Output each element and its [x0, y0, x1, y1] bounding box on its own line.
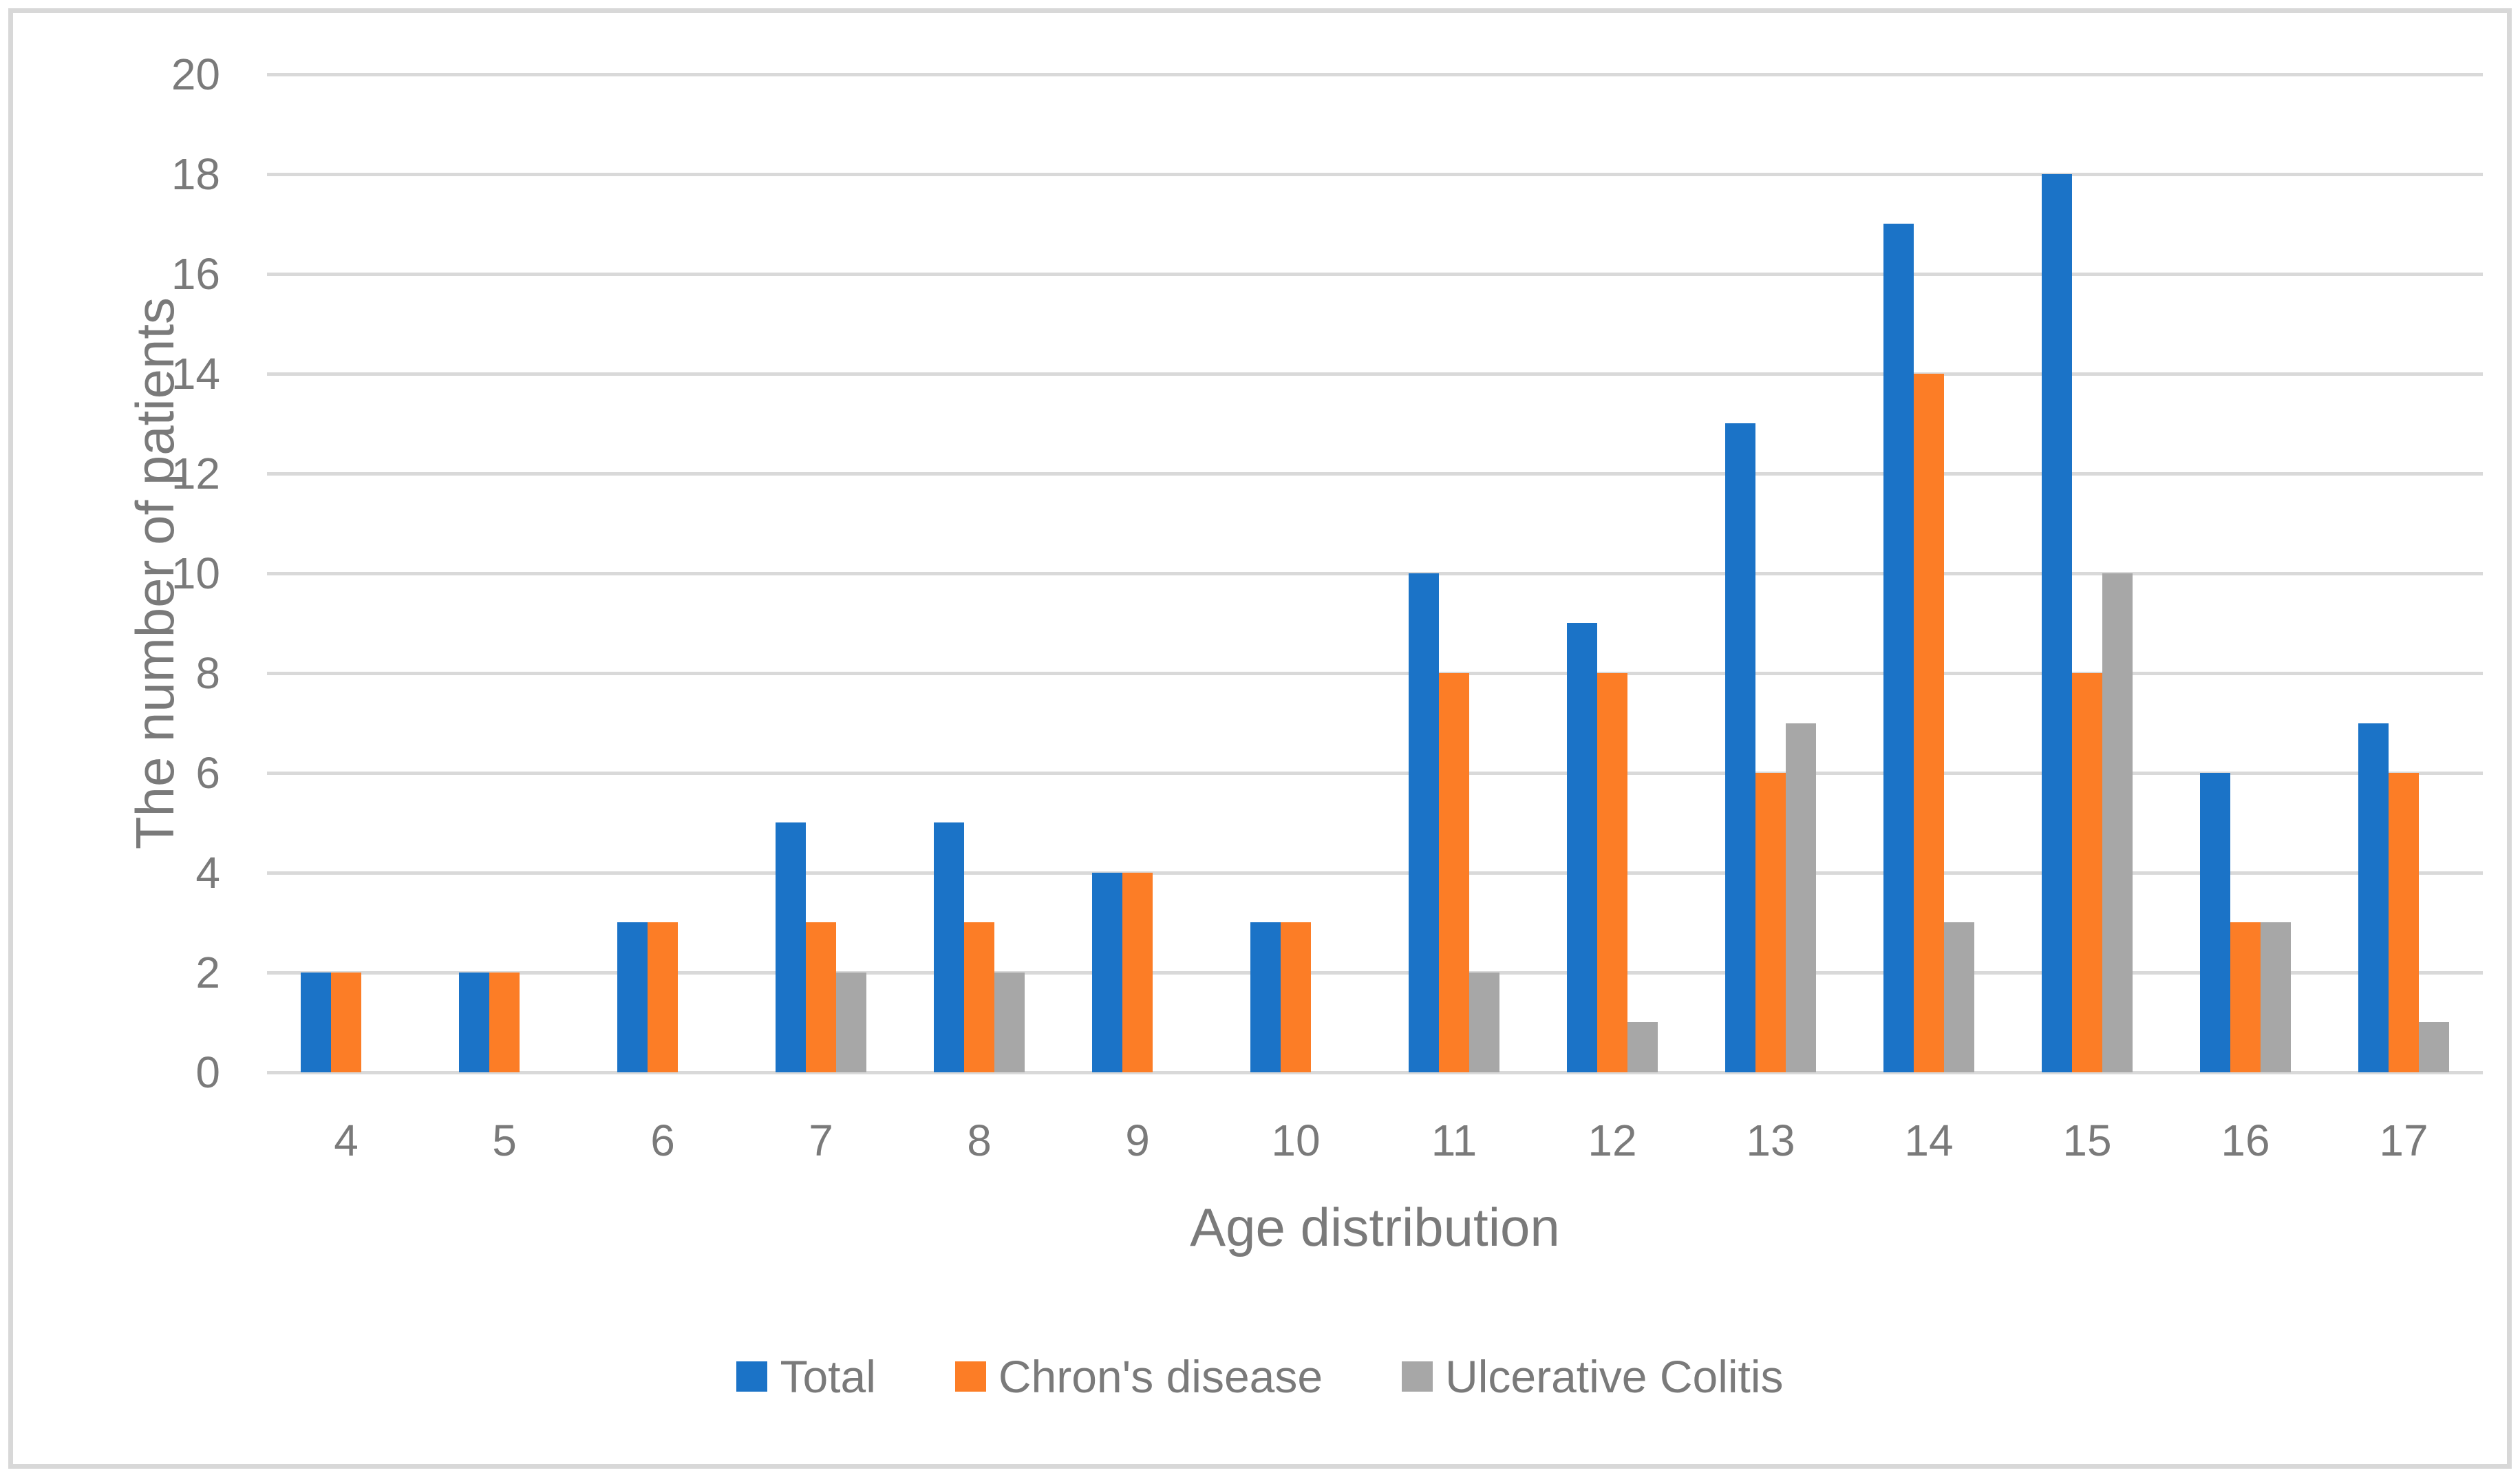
bar-ulcerative-colitis-age-7 [836, 973, 866, 1072]
x-tick-label-14: 14 [1904, 1116, 1954, 1165]
bar-chron-s-disease-age-12 [1597, 673, 1627, 1072]
x-tick-label-9: 9 [1125, 1116, 1150, 1165]
legend-label-ulcerative-colitis: Ulcerative Colitis [1445, 1351, 1784, 1402]
x-tick-label-15: 15 [2062, 1116, 2112, 1165]
bar-ulcerative-colitis-age-15 [2102, 573, 2133, 1072]
y-tick-label-18: 18 [171, 149, 220, 199]
bar-chron-s-disease-age-17 [2389, 773, 2419, 1072]
x-tick-label-11: 11 [1431, 1116, 1477, 1165]
bar-ulcerative-colitis-age-8 [994, 973, 1025, 1072]
gridline-18 [267, 173, 2483, 176]
y-tick-label-14: 14 [171, 349, 220, 399]
legend-item-ulcerative-colitis: Ulcerative Colitis [1402, 1350, 1784, 1403]
bar-total-age-12 [1567, 623, 1597, 1072]
legend-swatch-total [736, 1361, 768, 1392]
y-tick-label-16: 16 [171, 249, 220, 299]
bar-total-age-5 [459, 973, 489, 1072]
bar-total-age-17 [2358, 723, 2389, 1072]
bar-chron-s-disease-age-5 [489, 973, 520, 1072]
legend-item-chron-s-disease: Chron's disease [954, 1350, 1323, 1403]
bar-ulcerative-colitis-age-17 [2419, 1022, 2449, 1072]
legend-item-total: Total [736, 1350, 876, 1403]
bar-ulcerative-colitis-age-13 [1786, 723, 1816, 1072]
y-tick-label-8: 8 [195, 648, 220, 698]
bar-chron-s-disease-age-13 [1755, 773, 1786, 1072]
y-tick-label-10: 10 [171, 549, 220, 598]
bar-total-age-7 [776, 822, 806, 1072]
chart-legend: Total Chron's disease Ulcerative Colitis [0, 1342, 2520, 1411]
bar-ulcerative-colitis-age-16 [2261, 922, 2291, 1072]
bar-chron-s-disease-age-16 [2230, 922, 2261, 1072]
y-tick-label-20: 20 [171, 50, 220, 99]
bar-total-age-11 [1409, 573, 1439, 1072]
bar-chron-s-disease-age-7 [806, 922, 836, 1072]
legend-swatch-chron-s-disease [954, 1361, 986, 1392]
gridline-6 [267, 772, 2483, 775]
bar-total-age-10 [1250, 922, 1281, 1072]
bar-chron-s-disease-age-10 [1281, 922, 1311, 1072]
bar-total-age-9 [1092, 873, 1122, 1072]
x-tick-label-6: 6 [650, 1116, 675, 1165]
y-tick-label-12: 12 [171, 449, 220, 498]
bar-total-age-14 [1883, 224, 1914, 1072]
bar-chron-s-disease-age-14 [1914, 374, 1944, 1072]
x-tick-label-7: 7 [809, 1116, 833, 1165]
bar-total-age-16 [2200, 773, 2230, 1072]
bar-total-age-8 [934, 822, 964, 1072]
y-tick-label-6: 6 [195, 748, 220, 798]
bar-chron-s-disease-age-4 [331, 973, 361, 1072]
y-tick-label-4: 4 [195, 848, 220, 897]
y-tick-label-2: 2 [195, 948, 220, 997]
x-tick-label-17: 17 [2379, 1116, 2428, 1165]
gridline-4 [267, 871, 2483, 875]
x-tick-label-10: 10 [1271, 1116, 1321, 1165]
bar-total-age-13 [1725, 423, 1755, 1072]
legend-label-chron-s-disease: Chron's disease [998, 1351, 1323, 1402]
plot-area [267, 73, 2483, 1074]
bar-ulcerative-colitis-age-12 [1627, 1022, 1658, 1072]
bar-total-age-6 [617, 922, 648, 1072]
bar-ulcerative-colitis-age-14 [1944, 922, 1974, 1072]
x-tick-label-5: 5 [492, 1116, 517, 1165]
x-tick-label-12: 12 [1588, 1116, 1637, 1165]
bar-total-age-4 [301, 973, 331, 1072]
gridline-16 [267, 273, 2483, 276]
bar-chron-s-disease-age-8 [964, 922, 994, 1072]
x-axis-title: Age distribution [1190, 1197, 1560, 1257]
legend-swatch-ulcerative-colitis [1402, 1361, 1433, 1392]
x-tick-label-4: 4 [334, 1116, 359, 1165]
gridline-20 [267, 73, 2483, 76]
gridline-12 [267, 472, 2483, 476]
bar-total-age-15 [2042, 174, 2072, 1072]
x-tick-label-13: 13 [1746, 1116, 1795, 1165]
bar-chron-s-disease-age-11 [1439, 673, 1469, 1072]
legend-label-total: Total [780, 1351, 876, 1402]
y-tick-label-0: 0 [195, 1048, 220, 1097]
x-tick-label-8: 8 [967, 1116, 992, 1165]
bar-chron-s-disease-age-9 [1122, 873, 1153, 1072]
bar-ulcerative-colitis-age-11 [1469, 973, 1499, 1072]
gridline-10 [267, 572, 2483, 575]
bar-chron-s-disease-age-6 [648, 922, 678, 1072]
gridline-0 [267, 1071, 2483, 1074]
gridline-2 [267, 971, 2483, 975]
gridline-8 [267, 672, 2483, 675]
x-tick-label-16: 16 [2221, 1116, 2270, 1165]
bar-chron-s-disease-age-15 [2072, 673, 2102, 1072]
gridline-14 [267, 372, 2483, 376]
